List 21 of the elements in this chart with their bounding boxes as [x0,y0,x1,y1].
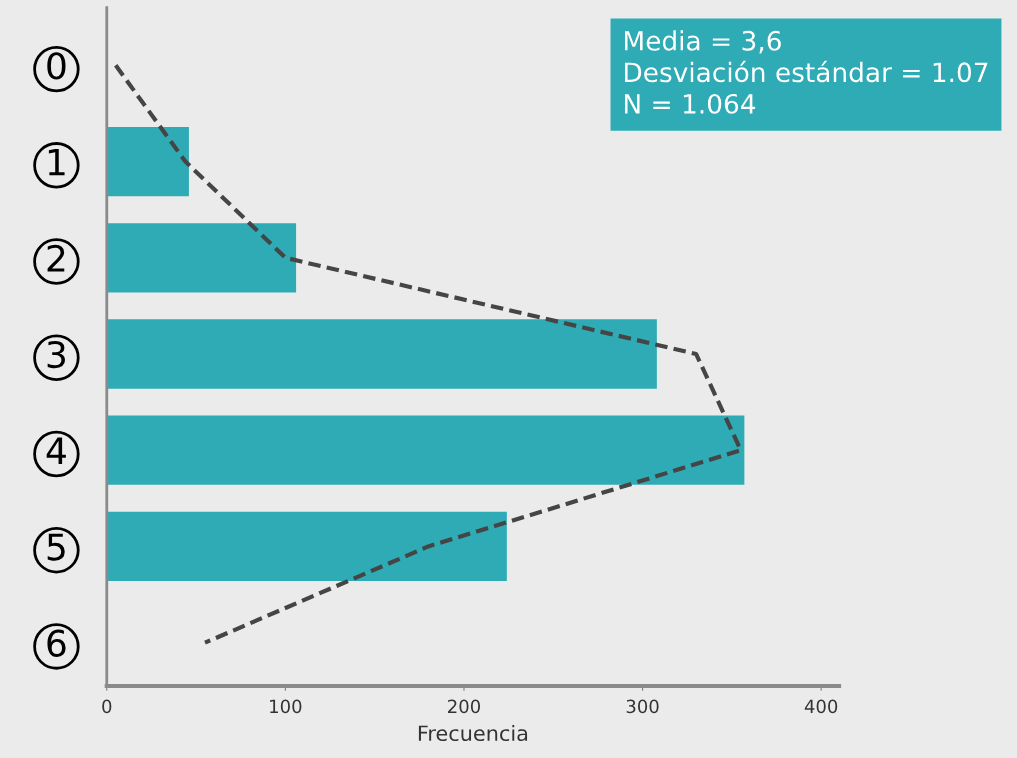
y-tick-label: 4 [46,437,66,464]
bar [106,319,657,389]
bar [106,511,507,582]
y-tick-label: 5 [47,533,65,561]
annotation: Desviación estándar = 1.07 [624,60,988,83]
bar [106,223,297,293]
annotation: Media = 3,6 [624,30,781,54]
y-tick-label: 1 [48,148,65,176]
x-tick-label: 100 [270,699,302,714]
annotation: N = 1.064 [624,93,756,114]
x-tick-label: 0 [102,699,112,714]
y-tick-label: 0 [47,52,66,80]
bar [106,126,189,197]
bar [106,415,745,485]
y-tick-label: 3 [47,340,65,369]
x-axis-title: Frecuencia [418,724,528,742]
x-tick-label: 300 [626,699,659,714]
x-tick-label: 200 [448,699,481,714]
y-tick-label: 2 [47,244,65,272]
x-tick-label: 400 [804,699,838,714]
y-tick-label: 6 [47,629,66,657]
